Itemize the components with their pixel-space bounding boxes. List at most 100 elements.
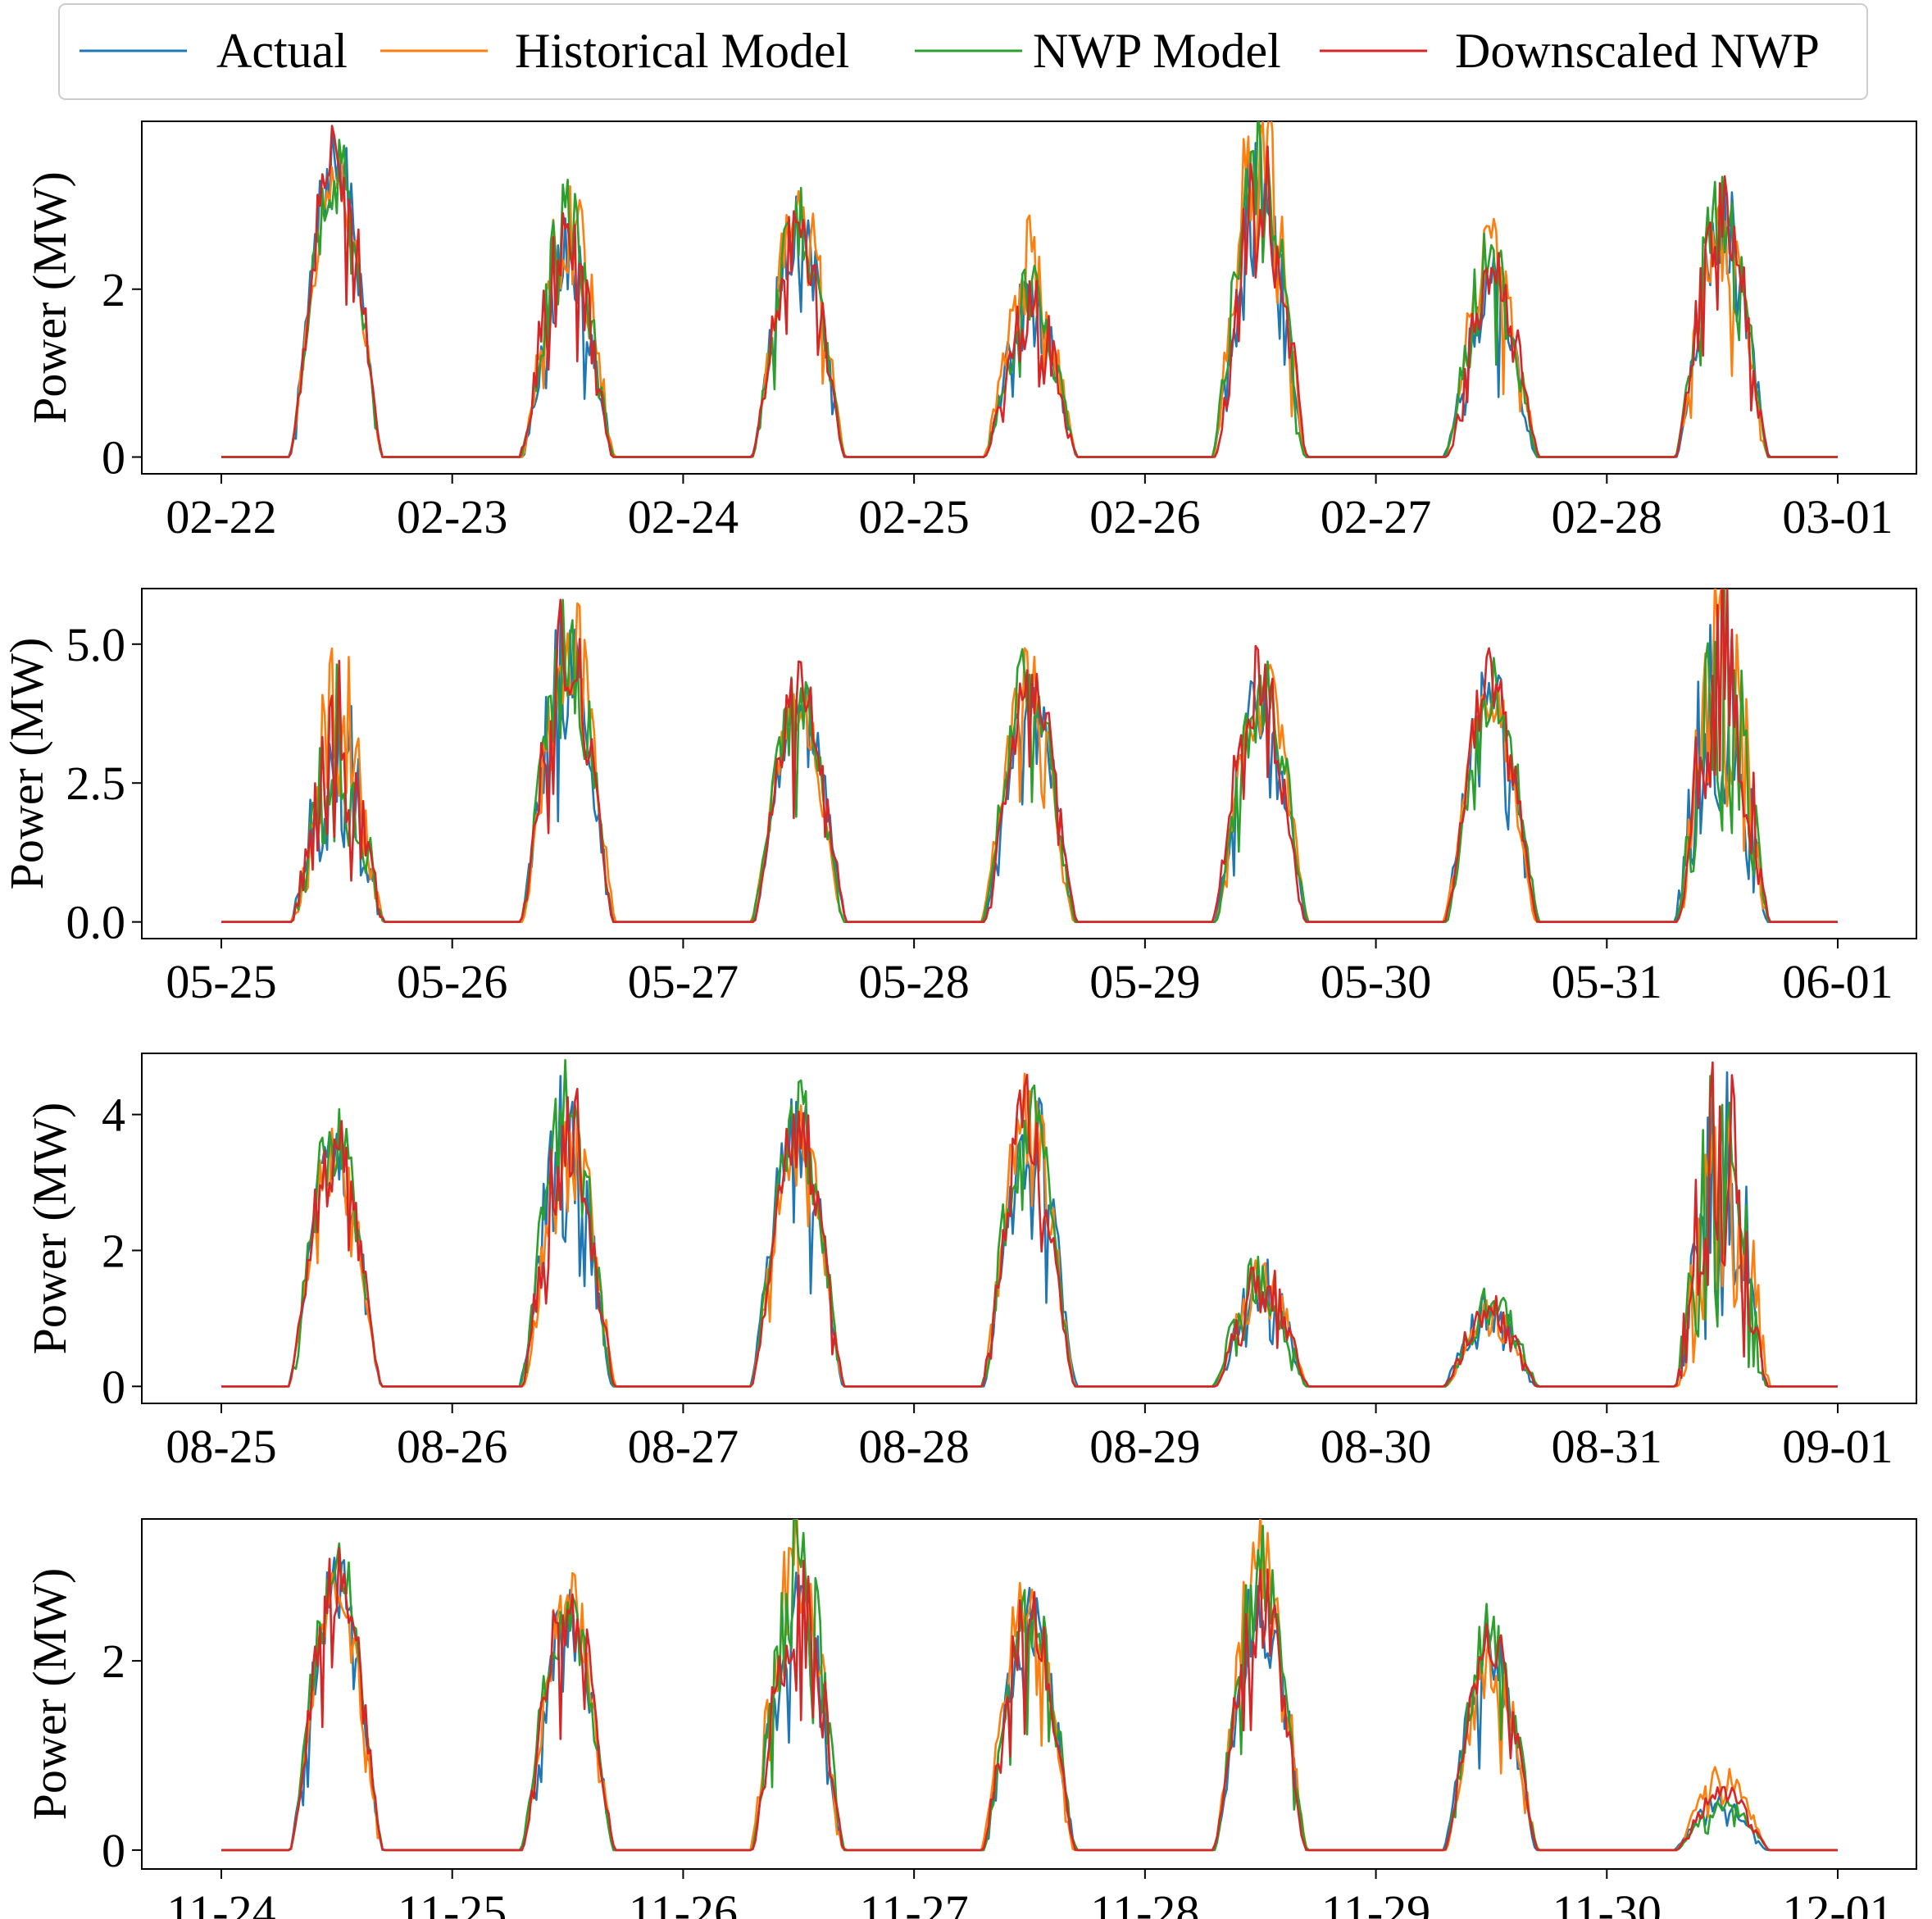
x-tick-label: 05-26 — [397, 955, 507, 1008]
y-tick-label: 0 — [102, 1824, 125, 1877]
x-tick-label: 11-27 — [860, 1885, 969, 1919]
y-tick: 5.0 — [66, 618, 142, 671]
x-tick: 08-26 — [397, 1403, 507, 1473]
x-tick: 02-26 — [1089, 474, 1201, 543]
y-tick-label: 2 — [102, 1635, 125, 1688]
x-tick-label: 12-01 — [1782, 1885, 1893, 1919]
series-line-downscaled-nwp — [221, 589, 1838, 923]
x-tick: 05-29 — [1089, 939, 1201, 1008]
y-tick-label: 2 — [102, 1224, 125, 1277]
y-tick-label: 0 — [102, 431, 125, 484]
x-tick: 05-28 — [858, 939, 970, 1008]
y-tick: 0.0 — [66, 896, 142, 949]
x-tick-label: 11-25 — [398, 1885, 507, 1919]
x-tick: 11-24 — [166, 1869, 276, 1919]
x-tick-label: 02-24 — [628, 490, 739, 543]
plot-area — [141, 1518, 1917, 1870]
legend-label-downscaled: Downscaled NWP — [1455, 24, 1820, 78]
x-tick-label: 06-01 — [1782, 955, 1893, 1008]
x-tick-label: 11-26 — [629, 1885, 738, 1919]
x-tick-label: 08-29 — [1089, 1420, 1200, 1473]
x-tick-label: 05-28 — [858, 955, 969, 1008]
y-tick: 4 — [102, 1089, 142, 1142]
x-tick: 02-28 — [1552, 474, 1662, 543]
series-group — [221, 1519, 1838, 1852]
x-tick: 05-25 — [166, 939, 277, 1008]
x-tick-label: 11-30 — [1552, 1885, 1662, 1919]
x-tick-label: 05-29 — [1089, 955, 1200, 1008]
x-tick-label: 03-01 — [1782, 490, 1893, 543]
y-tick: 2 — [102, 263, 142, 316]
x-tick: 03-01 — [1782, 474, 1893, 543]
series-group — [221, 589, 1838, 923]
chart-panel-1: 02-22 02-23 02-24 02-25 02-26 02-27 02-28 03-01… — [23, 121, 1917, 543]
series-group — [221, 121, 1838, 458]
x-tick: 11-27 — [860, 1869, 969, 1919]
y-tick: 2 — [102, 1635, 142, 1688]
series-line-downscaled-nwp — [221, 1061, 1838, 1388]
y-axis-label: Power (MW) — [23, 1568, 76, 1821]
x-tick-label: 11-29 — [1321, 1885, 1430, 1919]
y-tick: 2.5 — [66, 757, 142, 810]
x-tick-label: 05-31 — [1552, 955, 1662, 1008]
y-axis-label: Power (MW) — [0, 638, 53, 890]
x-tick-label: 11-28 — [1090, 1885, 1199, 1919]
x-tick-label: 02-26 — [1089, 490, 1200, 543]
x-tick: 05-30 — [1321, 939, 1431, 1008]
x-tick-label: 02-25 — [858, 490, 969, 543]
y-tick-label: 0.0 — [66, 896, 126, 949]
x-tick-label: 08-31 — [1552, 1420, 1662, 1473]
y-tick-label: 4 — [102, 1089, 125, 1142]
x-tick-label: 05-25 — [166, 955, 276, 1008]
x-tick: 08-29 — [1089, 1403, 1201, 1473]
x-tick-label: 02-22 — [166, 490, 276, 543]
y-tick-label: 0 — [102, 1360, 125, 1413]
series-line-downscaled-nwp — [221, 1547, 1838, 1852]
x-tick-label: 02-23 — [397, 490, 507, 543]
x-tick: 08-27 — [628, 1403, 739, 1473]
x-tick: 02-23 — [397, 474, 507, 543]
x-tick: 05-31 — [1552, 939, 1662, 1008]
y-tick: 0 — [102, 1360, 142, 1413]
x-tick-label: 02-27 — [1321, 490, 1431, 543]
x-tick-label: 08-27 — [628, 1420, 739, 1473]
x-tick: 02-25 — [858, 474, 970, 543]
x-tick: 02-24 — [628, 474, 739, 543]
x-tick-label: 02-28 — [1552, 490, 1662, 543]
legend-label-historical: Historical Model — [515, 24, 849, 78]
x-tick-label: 05-27 — [628, 955, 739, 1008]
y-tick: 0 — [102, 1824, 142, 1877]
chart-panel-3: 08-25 08-26 08-27 08-28 08-29 08-30 08-31 09-01… — [23, 1053, 1917, 1473]
y-tick: 2 — [102, 1224, 142, 1277]
x-tick-label: 08-25 — [166, 1420, 276, 1473]
legend: Actual Historical Model NWP Model Downsc… — [58, 3, 1868, 100]
series-line-downscaled-nwp — [221, 125, 1838, 458]
x-tick: 11-25 — [398, 1869, 507, 1919]
legend-label-actual: Actual — [216, 24, 348, 78]
x-tick: 02-22 — [166, 474, 277, 543]
x-tick: 11-29 — [1321, 1869, 1430, 1919]
y-axis-label: Power (MW) — [23, 1103, 76, 1355]
x-tick: 12-01 — [1782, 1869, 1893, 1919]
x-tick: 08-25 — [166, 1403, 277, 1473]
y-tick-label: 2 — [102, 263, 125, 316]
x-tick: 05-27 — [628, 939, 739, 1008]
x-tick: 02-27 — [1321, 474, 1431, 543]
x-tick: 08-31 — [1552, 1403, 1662, 1473]
series-group — [221, 1058, 1838, 1388]
x-tick-label: 08-28 — [858, 1420, 969, 1473]
y-tick-label: 5.0 — [66, 618, 126, 671]
y-axis-label: Power (MW) — [23, 171, 76, 424]
x-tick-label: 08-30 — [1321, 1420, 1431, 1473]
chart-panel-4: 11-24 11-25 11-26 11-27 11-28 11-29 11-30 12-01… — [23, 1518, 1917, 1919]
y-tick-label: 2.5 — [66, 757, 126, 810]
x-tick: 06-01 — [1782, 939, 1893, 1008]
x-tick: 09-01 — [1782, 1403, 1893, 1473]
x-tick: 11-26 — [629, 1869, 738, 1919]
x-tick-label: 09-01 — [1782, 1420, 1893, 1473]
x-tick-label: 05-30 — [1321, 955, 1431, 1008]
x-tick: 11-28 — [1090, 1869, 1199, 1919]
x-tick-label: 11-24 — [166, 1885, 275, 1919]
x-tick: 05-26 — [397, 939, 507, 1008]
